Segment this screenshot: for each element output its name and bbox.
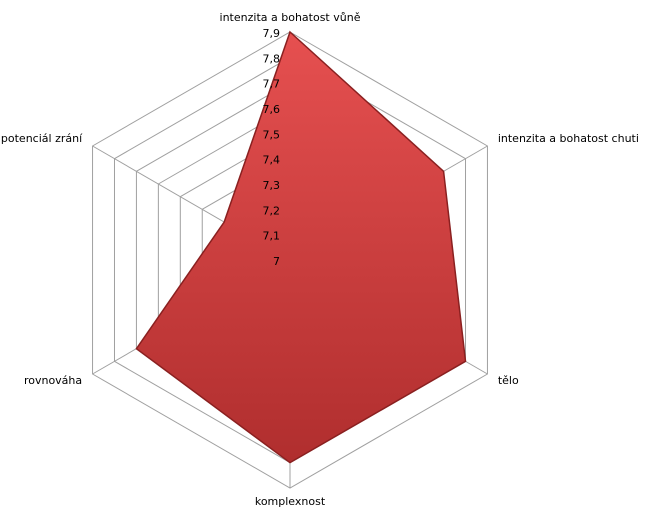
r-tick-label: 7,5 [263, 128, 281, 141]
category-label: intenzita a bohatost vůně [220, 11, 361, 24]
labels: 7 7,1 7,2 7,3 7,4 7,5 7,6 7,7 7,8 7,9 intenzita a … [1, 11, 639, 508]
category-label: komplexnost [255, 495, 326, 508]
r-tick-label: 7,3 [263, 179, 281, 192]
r-tick-label: 7,1 [263, 230, 281, 243]
category-label: rovnováha [24, 374, 82, 387]
radar-area [135, 30, 467, 464]
r-tick-label: 7,2 [263, 204, 281, 217]
data [135, 30, 467, 464]
category-label: tělo [498, 374, 519, 387]
category-label: intenzita a bohatost chuti [498, 132, 639, 145]
category-label: potenciál zrání [1, 132, 83, 145]
r-tick-label: 7,8 [263, 52, 281, 65]
r-tick-label: 7 [273, 255, 280, 268]
r-tick-label: 7,7 [263, 78, 281, 91]
r-tick-label: 7,4 [263, 154, 281, 167]
r-tick-label: 7,6 [263, 103, 281, 116]
r-tick-label: 7,9 [263, 27, 281, 40]
